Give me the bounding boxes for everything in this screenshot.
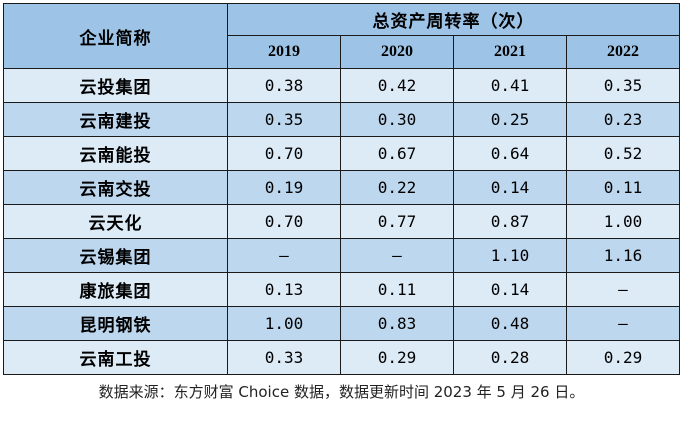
value-cell: — xyxy=(566,272,680,307)
value-cell: 1.16 xyxy=(566,238,680,273)
company-name: 云南能投 xyxy=(3,136,228,171)
value-cell: 0.83 xyxy=(340,306,454,341)
value-cell: 0.29 xyxy=(566,340,680,375)
value-cell: 0.14 xyxy=(453,272,567,307)
company-name: 云南工投 xyxy=(3,340,228,375)
table-row: 云锡集团 — — 1.10 1.16 xyxy=(3,238,680,273)
value-cell: — xyxy=(566,306,680,341)
table-row: 云天化 0.70 0.77 0.87 1.00 xyxy=(3,204,680,239)
table-row: 云南工投 0.33 0.29 0.28 0.29 xyxy=(3,340,680,375)
value-cell: 0.41 xyxy=(453,68,567,103)
header-row-1: 企业简称 总资产周转率（次） xyxy=(3,3,680,69)
turnover-header: 总资产周转率（次） xyxy=(227,3,680,36)
table-row: 云南交投 0.19 0.22 0.14 0.11 xyxy=(3,170,680,205)
company-name: 康旅集团 xyxy=(3,272,228,307)
value-cell: 1.00 xyxy=(566,204,680,239)
value-cell: 1.00 xyxy=(227,306,341,341)
value-cell: 0.70 xyxy=(227,204,341,239)
year-header: 2021 xyxy=(453,35,567,69)
value-cell: 0.28 xyxy=(453,340,567,375)
value-cell: 0.35 xyxy=(566,68,680,103)
value-cell: 1.10 xyxy=(453,238,567,273)
value-cell: 0.11 xyxy=(340,272,454,307)
value-cell: 0.19 xyxy=(227,170,341,205)
value-cell: — xyxy=(227,238,341,273)
table-container: 企业简称 总资产周转率（次） 2019 2020 2021 2022 云投集团 … xyxy=(3,3,680,375)
company-header: 企业简称 xyxy=(3,3,228,69)
company-name: 昆明钢铁 xyxy=(3,306,228,341)
header-row-2: 2019 2020 2021 2022 xyxy=(4,35,680,69)
company-name: 云南交投 xyxy=(3,170,228,205)
company-name: 云天化 xyxy=(3,204,228,239)
value-cell: 0.70 xyxy=(227,136,341,171)
value-cell: 0.87 xyxy=(453,204,567,239)
value-cell: 0.77 xyxy=(340,204,454,239)
year-header: 2020 xyxy=(340,35,454,69)
table-row: 云南能投 0.70 0.67 0.64 0.52 xyxy=(3,136,680,171)
value-cell: 0.22 xyxy=(340,170,454,205)
value-cell: 0.64 xyxy=(453,136,567,171)
table-row: 康旅集团 0.13 0.11 0.14 — xyxy=(3,272,680,307)
table-row: 云南建投 0.35 0.30 0.25 0.23 xyxy=(3,102,680,137)
value-cell: 0.48 xyxy=(453,306,567,341)
year-header: 2019 xyxy=(227,35,341,69)
value-cell: 0.67 xyxy=(340,136,454,171)
value-cell: 0.29 xyxy=(340,340,454,375)
value-cell: 0.30 xyxy=(340,102,454,137)
value-cell: 0.11 xyxy=(566,170,680,205)
value-cell: 0.33 xyxy=(227,340,341,375)
value-cell: — xyxy=(340,238,454,273)
year-header: 2022 xyxy=(566,35,680,69)
source-note: 数据来源：东方财富 Choice 数据，数据更新时间 2023 年 5 月 26… xyxy=(98,383,585,401)
value-cell: 0.42 xyxy=(340,68,454,103)
asset-turnover-table: 企业简称 总资产周转率（次） 2019 2020 2021 2022 云投集团 … xyxy=(3,3,680,375)
company-name: 云锡集团 xyxy=(3,238,228,273)
value-cell: 0.25 xyxy=(453,102,567,137)
table-row: 云投集团 0.38 0.42 0.41 0.35 xyxy=(3,68,680,103)
value-cell: 0.35 xyxy=(227,102,341,137)
value-cell: 0.23 xyxy=(566,102,680,137)
value-cell: 0.14 xyxy=(453,170,567,205)
company-name: 云南建投 xyxy=(3,102,228,137)
value-cell: 0.13 xyxy=(227,272,341,307)
value-cell: 0.38 xyxy=(227,68,341,103)
value-cell: 0.52 xyxy=(566,136,680,171)
table-row: 昆明钢铁 1.00 0.83 0.48 — xyxy=(3,306,680,341)
company-name: 云投集团 xyxy=(3,68,228,103)
